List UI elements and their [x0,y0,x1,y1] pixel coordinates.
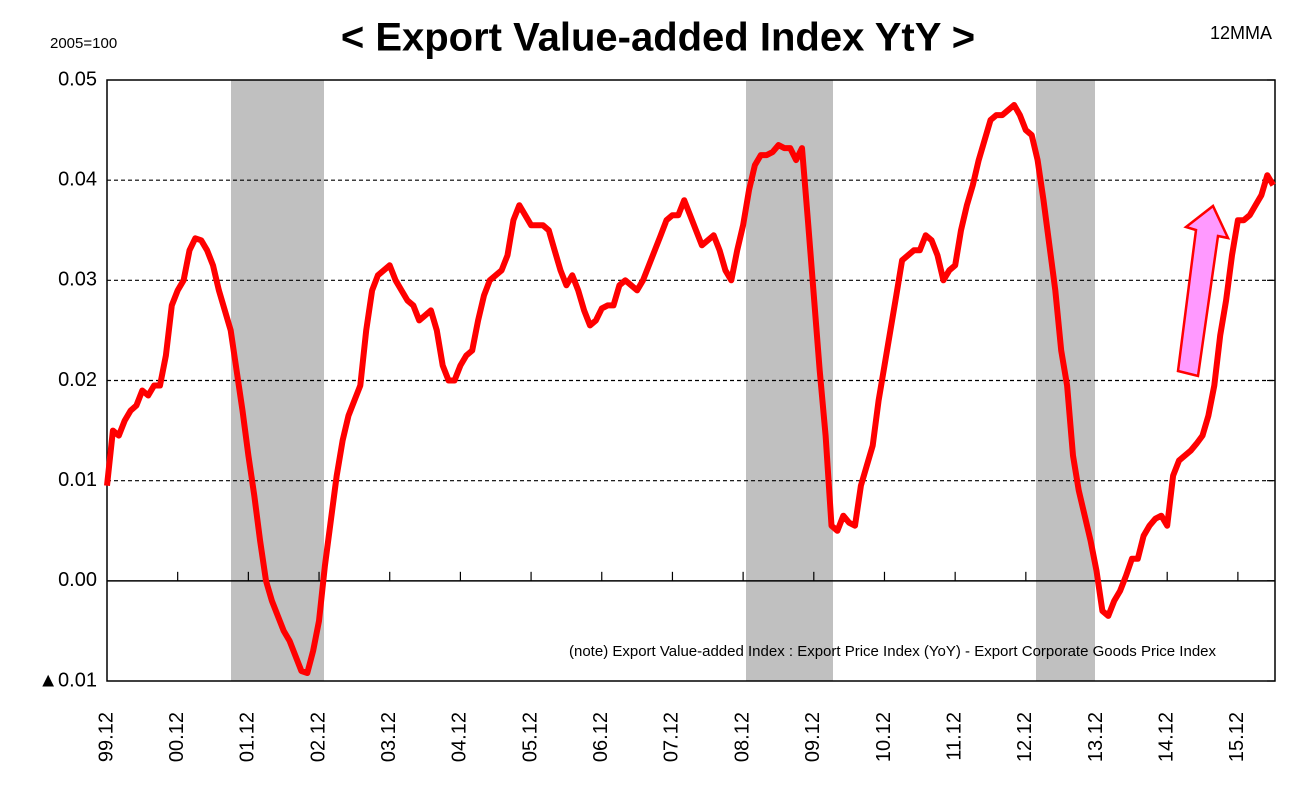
x-tick-label: 02.12 [307,712,329,762]
x-tick-label: 07.12 [661,712,683,762]
annotation: 12MMA [1210,23,1272,43]
y-tick-label: 0.02 [58,369,97,391]
x-tick-label: 13.12 [1085,712,1107,762]
x-tick-label: 01.12 [237,712,259,762]
x-tick-label: 10.12 [873,712,895,762]
y-tick-label: 0.05 [58,68,97,90]
y-tick-label: 0.01 [58,469,97,491]
x-tick-label: 05.12 [519,712,541,762]
note: (note) Export Value-added Index : Export… [569,643,1216,660]
arrow [1176,204,1231,378]
x-tick-label: 99.12 [95,712,117,762]
y-tick-label: 0.04 [58,168,97,190]
x-tick-label: 04.12 [449,712,471,762]
chart-title: < Export Value-added Index YtY > [341,16,975,60]
y-tick-label: 0.00 [58,569,97,591]
x-tick-label: 15.12 [1226,712,1248,762]
grid [107,179,1275,582]
x-tick-label: 08.12 [731,712,753,762]
x-tick-label: 14.12 [1155,712,1177,762]
y-tick-label: 0.03 [58,269,97,291]
x-tick-label: 06.12 [590,712,612,762]
x-tick-label: 11.12 [943,712,965,761]
x-tick-label: 09.12 [802,712,824,762]
x-tick-label: 00.12 [166,712,188,762]
subtitle: 2005=100 [50,35,117,52]
y-tick-label: ▲0.01 [38,669,97,691]
x-tick-label: 12.12 [1014,712,1036,762]
line-series [104,102,1276,676]
x-tick-label: 03.12 [378,712,400,762]
